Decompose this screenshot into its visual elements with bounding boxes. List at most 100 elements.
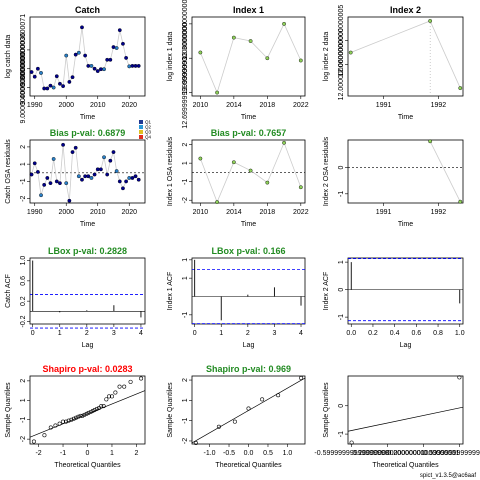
qq-point	[193, 440, 198, 445]
data-point	[124, 56, 128, 60]
data-point	[198, 156, 203, 161]
x-tick-label: 0	[86, 450, 90, 457]
x-tick-label: 0.0	[346, 330, 356, 337]
data-point	[51, 157, 56, 161]
y-tick-label: 2	[182, 143, 189, 147]
qq-point	[53, 423, 58, 428]
data-point	[98, 167, 103, 172]
x-tick-label: 2022	[293, 102, 309, 109]
chart-title: Shapiro p-val: 0.0283	[42, 364, 132, 374]
data-point	[39, 193, 43, 198]
data-point	[89, 176, 94, 180]
y-tick-label: -1	[338, 191, 345, 197]
x-tick-label: 0.59999999999999998	[423, 450, 480, 457]
data-point	[111, 150, 116, 154]
qq-point	[107, 394, 112, 399]
index-2-data: Index 2 1991 1992 12.000000000000000012.060…	[323, 5, 464, 121]
data-point	[136, 177, 141, 182]
y-tick-label: 9.00000000000000000	[20, 51, 27, 123]
series-line	[350, 20, 461, 89]
x-tick-label: 2020	[121, 102, 137, 109]
x-tick-label: 1990	[27, 102, 43, 109]
x-axis-label: Time	[80, 221, 95, 228]
x-axis-label: Time	[398, 221, 413, 228]
data-point	[45, 176, 50, 180]
data-point	[39, 71, 43, 75]
qq-point	[42, 433, 47, 438]
data-point	[70, 150, 75, 154]
data-point	[73, 145, 78, 150]
data-point	[248, 39, 253, 43]
y-axis-label: Sample Quantiles	[167, 382, 174, 438]
x-tick-label: 2014	[226, 102, 242, 109]
y-tick-label: 2	[20, 145, 27, 149]
series-line	[429, 141, 461, 202]
x-tick-label: 2	[85, 330, 89, 337]
y-tick-label: -2	[20, 195, 27, 201]
qq-point	[276, 393, 281, 398]
y-tick-label: 0	[338, 166, 345, 170]
data-point	[54, 74, 59, 79]
legend-label: Q2	[145, 125, 152, 130]
qq-point	[128, 379, 133, 384]
qq-point	[74, 415, 79, 420]
y-tick-label: -2	[182, 438, 189, 444]
x-tick-label: 2	[246, 330, 250, 337]
x-tick-label: 4	[139, 330, 143, 337]
qq-point	[76, 414, 81, 419]
data-point	[133, 64, 138, 68]
y-axis-label: log index 1 data	[167, 32, 174, 82]
x-tick-label: 0.6	[411, 330, 421, 337]
y-tick-label: 2	[20, 379, 27, 383]
x-axis-label: Time	[241, 221, 256, 228]
data-point	[35, 170, 40, 174]
x-axis-label: Theoretical Quantiles	[54, 462, 121, 469]
data-point	[45, 86, 50, 91]
x-axis-label: Theoretical Quantiles	[215, 462, 282, 469]
data-point	[64, 53, 69, 58]
x-tick-label: 1990	[27, 209, 43, 216]
data-point	[42, 182, 47, 187]
x-tick-label: 1	[219, 330, 223, 337]
index-2-osa-residuals: 1991 1992 -1 0 Time Index 2 OSA residuals	[323, 136, 464, 228]
y-axis-label: log index 2 data	[323, 32, 330, 82]
y-axis-label: Catch OSA residuals	[5, 139, 12, 204]
x-axis-label: Lag	[243, 342, 255, 349]
qq-point	[104, 397, 109, 402]
x-axis-label: Theoretical Quantiles	[372, 462, 439, 469]
data-point	[86, 64, 91, 68]
qq-point	[92, 407, 97, 412]
qq-point	[457, 375, 462, 380]
data-point	[54, 179, 59, 184]
y-tick-label: -1	[338, 431, 345, 437]
data-point	[130, 176, 135, 180]
data-point	[102, 155, 106, 160]
x-tick-label: 2010	[90, 209, 106, 216]
qq-point	[78, 413, 83, 418]
qq-point	[80, 413, 85, 418]
qq-point	[97, 406, 102, 411]
index-2-qq: -0.59999999999999998-0.20000000000000001…	[314, 375, 480, 469]
data-point	[102, 67, 106, 72]
x-tick-label: 2010	[90, 102, 106, 109]
legend-swatch	[139, 130, 143, 134]
data-point	[121, 186, 125, 191]
data-point	[108, 158, 113, 163]
chart-title: Index 1	[233, 5, 264, 15]
data-point	[98, 67, 103, 72]
y-tick-label: 1	[20, 398, 27, 402]
x-tick-label: 3	[272, 330, 276, 337]
y-tick-label: 1.0	[20, 256, 27, 266]
qq-point	[61, 419, 66, 424]
plot-frame	[29, 16, 146, 97]
data-point	[51, 85, 56, 90]
plot-frame	[29, 139, 146, 204]
x-tick-label: 0	[31, 330, 35, 337]
data-point	[105, 172, 110, 177]
data-point	[64, 181, 69, 186]
plot-frame	[29, 375, 146, 445]
data-point	[92, 66, 97, 71]
data-point	[130, 64, 135, 68]
